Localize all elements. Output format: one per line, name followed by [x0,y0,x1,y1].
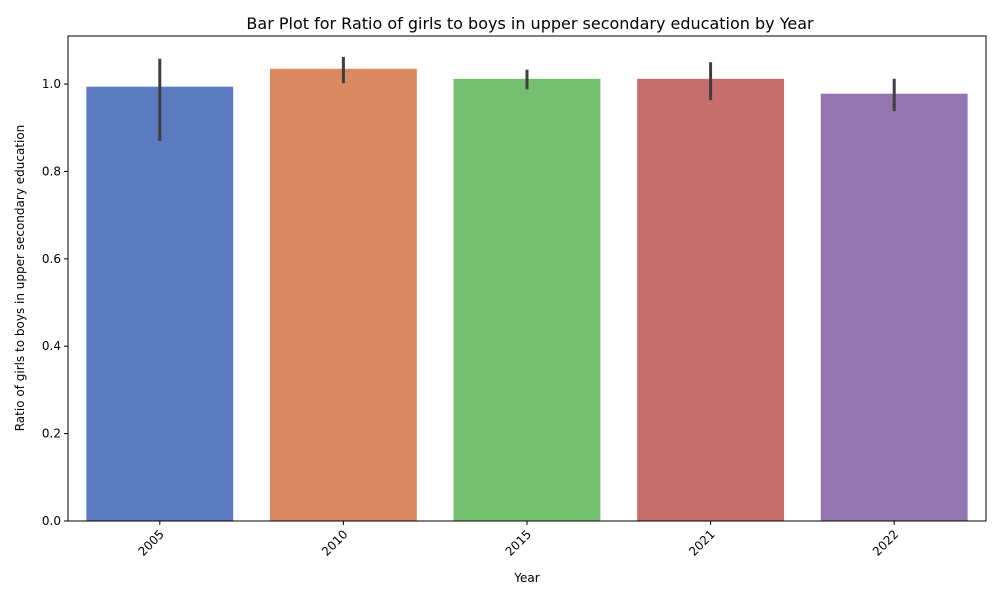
y-axis-label: Ratio of girls to boys in upper secondar… [13,125,27,432]
plot-area [67,35,987,522]
y-tick-label: 0.8 [42,164,61,178]
bar-2005 [86,86,234,521]
x-axis: 2005 2010 2015 2021 2022 [135,521,901,559]
x-tick-label: 2021 [686,527,717,558]
x-tick-label: 2022 [870,527,901,558]
bar-2022 [820,93,968,522]
x-tick-label: 2010 [319,527,350,558]
y-tick-label: 0.0 [42,514,61,528]
bar-2021 [637,78,785,521]
bar-2010 [269,68,417,522]
x-tick-label: 2005 [135,527,166,558]
y-tick-label: 0.6 [42,252,61,266]
y-tick-label: 0.2 [42,427,61,441]
x-axis-label: Year [513,571,539,585]
y-axis: 0.0 0.2 0.4 0.6 0.8 1.0 [42,77,68,528]
bar-2015 [453,78,601,521]
x-tick-label: 2015 [503,527,534,558]
chart-title: Bar Plot for Ratio of girls to boys in u… [246,14,814,33]
y-tick-label: 1.0 [42,77,61,91]
y-tick-label: 0.4 [42,339,61,353]
